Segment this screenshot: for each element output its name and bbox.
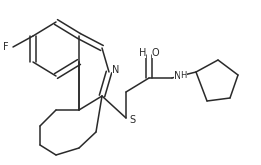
Text: F: F — [3, 42, 9, 52]
Text: N: N — [174, 71, 181, 81]
Text: N: N — [112, 65, 119, 75]
Text: O: O — [152, 48, 160, 58]
Text: H: H — [180, 71, 186, 81]
Text: S: S — [129, 115, 135, 125]
Text: H: H — [139, 48, 146, 58]
